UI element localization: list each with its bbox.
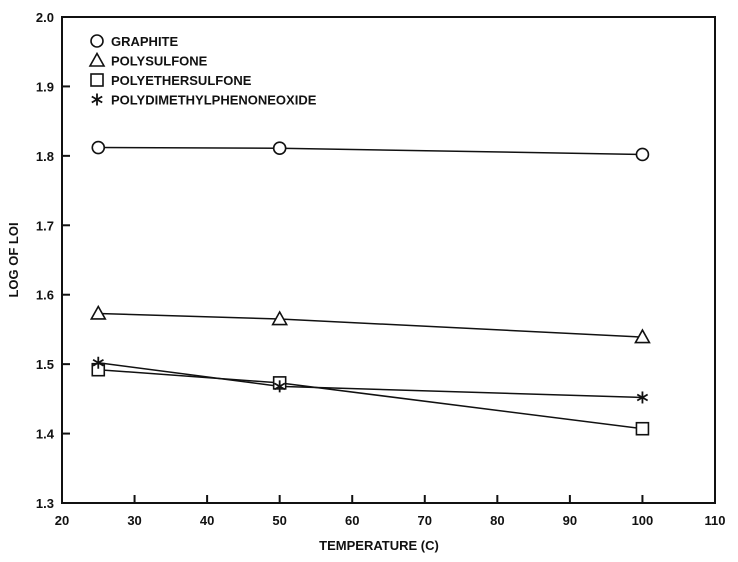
x-tick-label: 50: [272, 513, 286, 528]
x-tick-label: 20: [55, 513, 69, 528]
x-tick-label: 100: [632, 513, 654, 528]
series-line-polysulfone: [98, 312, 643, 338]
data-point-graphite: [635, 147, 650, 162]
legend-label-graphite: GRAPHITE: [111, 34, 179, 49]
data-point-polysulfone: [89, 304, 107, 320]
data-point-polydimethylphenoneoxide: [636, 391, 649, 404]
legend-label-polysulfone: POLYSULFONE: [111, 54, 208, 69]
x-axis-label: TEMPERATURE (C): [319, 538, 439, 553]
x-tick-label: 90: [563, 513, 577, 528]
data-point-graphite: [91, 140, 106, 155]
data-point-polydimethylphenoneoxide: [92, 356, 104, 369]
x-tick-label: 60: [345, 513, 359, 528]
x-tick-label: 80: [490, 513, 504, 528]
axis-tick-labels: 20 30 40 50 60 70 80 90 100 110 1.3 1.4 1.5 1.6 1.7 1.8…: [36, 10, 726, 528]
legend-label-polyethersulfone: POLYETHERSULFONE: [111, 73, 252, 88]
legend-marker-polyethersulfone: [90, 73, 104, 87]
legend-marker-graphite: [90, 34, 104, 48]
series-markers: [89, 140, 651, 436]
data-point-polyethersulfone: [635, 421, 650, 436]
y-tick-label: 1.6: [36, 288, 54, 303]
series-lines: [98, 146, 643, 430]
y-tick-label: 1.5: [36, 357, 54, 372]
legend-marker-polysulfone: [88, 51, 106, 67]
legend-marker-polydimethylphenoneoxide: [91, 93, 103, 106]
data-point-graphite: [272, 141, 287, 156]
y-tick-label: 1.3: [36, 496, 54, 511]
y-tick-label: 2.0: [36, 10, 54, 25]
x-tick-label: 110: [705, 513, 726, 528]
y-tick-label: 1.4: [36, 427, 55, 442]
y-tick-label: 1.8: [36, 149, 54, 164]
data-point-polydimethylphenoneoxide: [274, 380, 286, 393]
y-tick-label: 1.7: [36, 218, 54, 233]
data-point-polysulfone: [634, 328, 651, 344]
x-tick-label: 30: [127, 513, 141, 528]
legend: GRAPHITE POLYSULFONE POLYETHERSULFONE POLYD…: [88, 34, 317, 108]
plot-frame: [61, 16, 716, 504]
x-tick-label: 40: [200, 513, 214, 528]
data-point-polysulfone: [271, 310, 289, 326]
series-line-polydimethylphenoneoxide: [98, 362, 643, 399]
legend-label-polydimethylphenoneoxide: POLYDIMETHYLPHENONEOXIDE: [111, 93, 317, 108]
y-tick-label: 1.9: [36, 79, 54, 94]
series-line-graphite: [98, 146, 643, 156]
x-tick-label: 70: [418, 513, 432, 528]
y-axis-label: LOG OF LOI: [6, 222, 21, 297]
series-line-polyethersulfone: [98, 368, 643, 430]
axis-ticks: [61, 16, 716, 504]
